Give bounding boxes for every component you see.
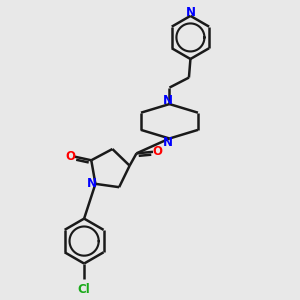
Text: O: O — [66, 150, 76, 163]
Text: N: N — [185, 6, 195, 19]
Text: N: N — [163, 94, 173, 107]
Text: Cl: Cl — [78, 283, 91, 296]
Text: O: O — [152, 145, 162, 158]
Text: N: N — [86, 177, 97, 190]
Text: N: N — [163, 136, 173, 149]
